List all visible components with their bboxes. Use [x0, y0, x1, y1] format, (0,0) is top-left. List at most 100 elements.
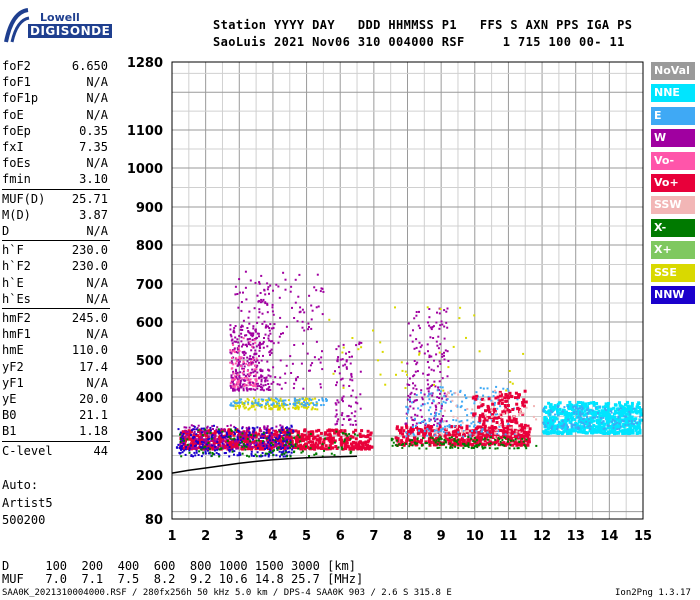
y-tick-label: 800	[136, 239, 163, 254]
echo-point	[248, 426, 250, 429]
echo-point	[605, 416, 609, 420]
echo-point	[260, 343, 263, 346]
echo-point	[580, 405, 583, 408]
echo-point	[230, 335, 233, 338]
echo-point	[626, 421, 630, 425]
echo-point	[261, 442, 264, 444]
echo-point	[435, 437, 438, 441]
echo-point	[238, 389, 240, 392]
echo-point	[553, 406, 557, 410]
echo-point	[260, 274, 263, 277]
echo-point	[300, 437, 304, 441]
echo-point	[586, 423, 590, 427]
echo-point	[311, 309, 314, 312]
echo-point	[213, 432, 217, 436]
echo-point	[432, 369, 435, 372]
echo-point	[439, 308, 442, 310]
echo-point	[633, 420, 636, 422]
echo-point	[296, 320, 299, 323]
echo-point	[305, 397, 308, 400]
echo-point	[414, 442, 417, 444]
echo-point	[440, 443, 443, 446]
echo-point	[456, 426, 458, 429]
echo-point	[239, 328, 242, 331]
echo-point	[472, 420, 475, 423]
echo-point	[521, 403, 525, 407]
echo-point	[261, 322, 264, 325]
echo-point	[510, 417, 513, 420]
echo-point	[470, 422, 473, 425]
echo-point	[400, 441, 404, 444]
echo-point	[456, 441, 460, 445]
echo-point	[591, 416, 594, 419]
echo-point	[179, 438, 182, 440]
echo-point	[491, 429, 495, 433]
echo-point	[577, 407, 580, 410]
echo-point	[549, 403, 553, 407]
echo-point	[411, 428, 415, 432]
echo-point	[438, 397, 441, 399]
echo-point	[312, 402, 315, 405]
echo-point	[593, 430, 597, 434]
echo-point	[455, 419, 458, 422]
echo-point	[245, 445, 248, 448]
echo-point	[461, 431, 464, 434]
echo-point	[256, 443, 260, 447]
echo-point	[406, 417, 408, 420]
echo-point	[604, 414, 608, 418]
echo-point	[439, 371, 442, 373]
echo-point	[413, 317, 416, 320]
echo-point	[246, 327, 249, 329]
param-row: h`F2 230.0	[2, 258, 108, 274]
echo-point	[295, 441, 299, 445]
echo-point	[246, 389, 249, 392]
echo-point	[568, 431, 572, 435]
echo-point	[449, 445, 452, 448]
echo-point	[424, 424, 427, 427]
echo-point	[630, 429, 633, 433]
echo-point	[575, 410, 578, 413]
echo-point	[233, 437, 236, 440]
echo-point	[409, 398, 411, 401]
echo-point	[364, 435, 368, 439]
echo-point	[260, 378, 263, 381]
echo-point	[412, 407, 415, 410]
echo-point	[254, 445, 258, 449]
echo-point	[334, 415, 337, 418]
echo-point	[249, 355, 252, 358]
echo-point	[277, 341, 280, 344]
echo-point	[332, 372, 335, 375]
echo-point	[442, 415, 445, 417]
echo-point	[249, 343, 252, 346]
logo-text-digisonde: DIGISONDE	[28, 24, 113, 38]
echo-point	[563, 429, 567, 433]
echo-point	[503, 396, 507, 400]
echo-point	[573, 404, 577, 408]
echo-point	[554, 413, 556, 416]
echo-point	[251, 368, 254, 371]
echo-point	[271, 403, 274, 406]
echo-point	[581, 412, 584, 415]
echo-point	[498, 413, 501, 416]
echo-point	[267, 286, 270, 289]
echo-point	[275, 404, 278, 407]
echo-point	[315, 404, 318, 407]
echo-point	[436, 344, 439, 347]
echo-point	[254, 441, 257, 444]
echo-point	[412, 329, 414, 332]
echo-point	[204, 438, 207, 441]
echo-point	[255, 345, 258, 348]
echo-point	[268, 385, 271, 388]
echo-point	[242, 437, 245, 440]
echo-point	[610, 407, 614, 411]
echo-point	[228, 455, 231, 458]
echo-point	[308, 440, 312, 444]
echo-point	[340, 446, 343, 449]
echo-point	[426, 379, 429, 382]
echo-point	[206, 449, 209, 452]
echo-point	[583, 426, 587, 430]
echo-point	[520, 423, 524, 427]
echo-point	[498, 390, 502, 394]
echo-point	[420, 438, 423, 442]
echo-point	[248, 357, 251, 360]
